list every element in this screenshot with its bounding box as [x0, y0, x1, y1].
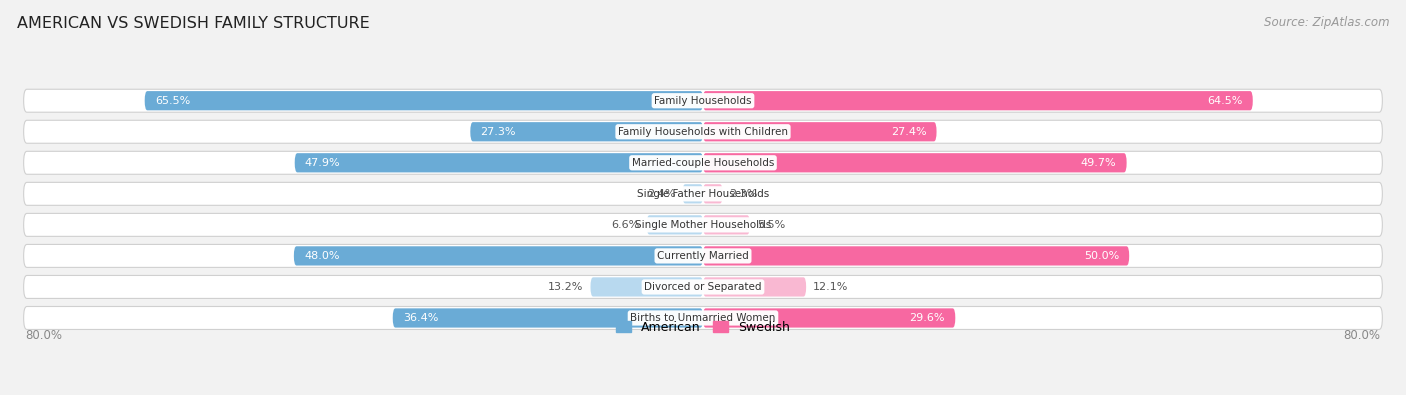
Text: 27.3%: 27.3%: [481, 127, 516, 137]
Legend: American, Swedish: American, Swedish: [612, 316, 794, 339]
FancyBboxPatch shape: [295, 153, 703, 172]
FancyBboxPatch shape: [703, 184, 723, 203]
Text: 50.0%: 50.0%: [1084, 251, 1119, 261]
Text: 13.2%: 13.2%: [548, 282, 583, 292]
FancyBboxPatch shape: [294, 246, 703, 265]
Text: 64.5%: 64.5%: [1208, 96, 1243, 106]
FancyBboxPatch shape: [24, 275, 1382, 299]
FancyBboxPatch shape: [703, 91, 1253, 110]
Text: 2.3%: 2.3%: [730, 189, 758, 199]
Text: 47.9%: 47.9%: [305, 158, 340, 168]
FancyBboxPatch shape: [703, 277, 806, 297]
Text: Family Households: Family Households: [654, 96, 752, 106]
FancyBboxPatch shape: [24, 89, 1382, 112]
Text: 36.4%: 36.4%: [404, 313, 439, 323]
Text: 2.4%: 2.4%: [647, 189, 676, 199]
FancyBboxPatch shape: [145, 91, 703, 110]
Text: Single Mother Households: Single Mother Households: [636, 220, 770, 230]
Text: Births to Unmarried Women: Births to Unmarried Women: [630, 313, 776, 323]
Text: 65.5%: 65.5%: [155, 96, 190, 106]
FancyBboxPatch shape: [24, 213, 1382, 236]
FancyBboxPatch shape: [24, 307, 1382, 329]
Text: Divorced or Separated: Divorced or Separated: [644, 282, 762, 292]
FancyBboxPatch shape: [703, 215, 749, 235]
FancyBboxPatch shape: [682, 184, 703, 203]
Text: 49.7%: 49.7%: [1081, 158, 1116, 168]
FancyBboxPatch shape: [24, 245, 1382, 267]
FancyBboxPatch shape: [470, 122, 703, 141]
FancyBboxPatch shape: [24, 182, 1382, 205]
FancyBboxPatch shape: [392, 308, 703, 327]
FancyBboxPatch shape: [703, 246, 1129, 265]
Text: 27.4%: 27.4%: [890, 127, 927, 137]
Text: Source: ZipAtlas.com: Source: ZipAtlas.com: [1264, 16, 1389, 29]
Text: 48.0%: 48.0%: [304, 251, 340, 261]
FancyBboxPatch shape: [703, 122, 936, 141]
FancyBboxPatch shape: [703, 153, 1126, 172]
FancyBboxPatch shape: [647, 215, 703, 235]
Text: AMERICAN VS SWEDISH FAMILY STRUCTURE: AMERICAN VS SWEDISH FAMILY STRUCTURE: [17, 16, 370, 31]
Text: Family Households with Children: Family Households with Children: [619, 127, 787, 137]
FancyBboxPatch shape: [703, 308, 955, 327]
Text: 12.1%: 12.1%: [813, 282, 848, 292]
Text: 5.5%: 5.5%: [756, 220, 785, 230]
FancyBboxPatch shape: [24, 120, 1382, 143]
Text: 6.6%: 6.6%: [612, 220, 640, 230]
Text: 80.0%: 80.0%: [1344, 329, 1381, 342]
Text: Currently Married: Currently Married: [657, 251, 749, 261]
FancyBboxPatch shape: [24, 151, 1382, 174]
Text: Single Father Households: Single Father Households: [637, 189, 769, 199]
FancyBboxPatch shape: [591, 277, 703, 297]
Text: Married-couple Households: Married-couple Households: [631, 158, 775, 168]
Text: 29.6%: 29.6%: [910, 313, 945, 323]
Text: 80.0%: 80.0%: [25, 329, 62, 342]
